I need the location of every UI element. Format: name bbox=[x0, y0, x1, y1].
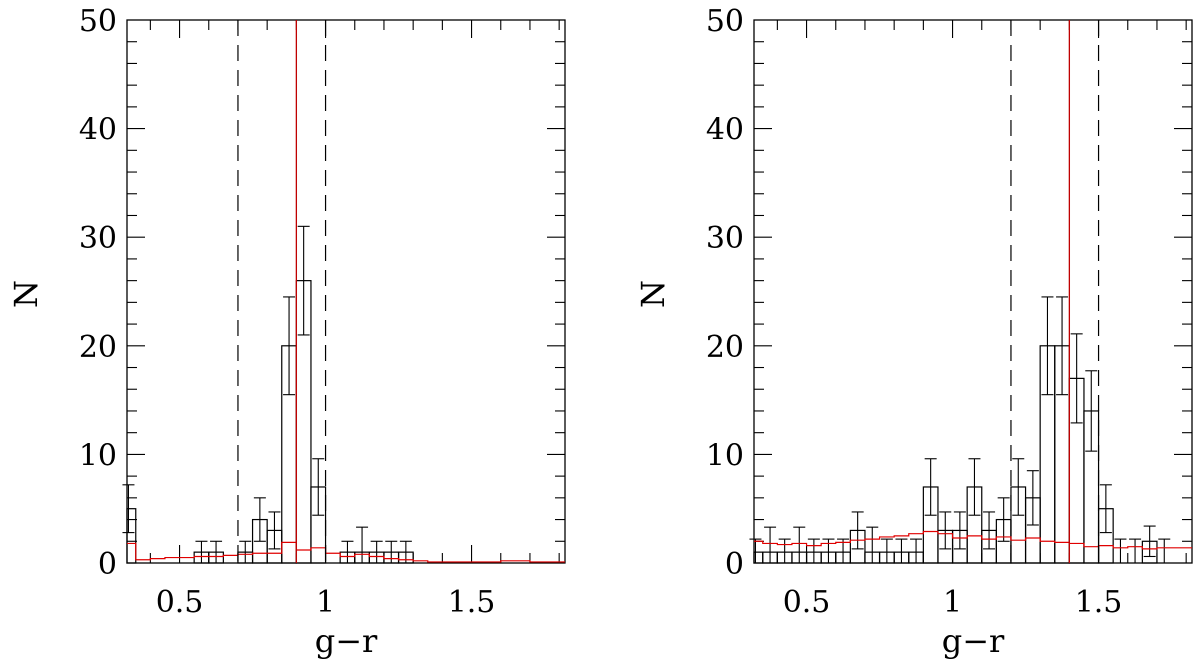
plot-frame bbox=[753, 19, 1193, 564]
x-axis-label: g−r bbox=[315, 622, 378, 660]
x-tick-label: 1 bbox=[943, 585, 962, 620]
background-distribution-line bbox=[754, 530, 1192, 550]
x-tick-label: 0.5 bbox=[783, 585, 831, 620]
left-histogram-panel: 0.5 1 1.5 0 10 20 30 40 50 g−r N bbox=[7, 4, 566, 660]
x-tick-label: 1 bbox=[316, 585, 335, 620]
x-tick-label: 1.5 bbox=[448, 585, 496, 620]
plot-frame bbox=[126, 19, 566, 564]
y-tick-label: 0 bbox=[98, 547, 117, 582]
x-axis-label: g−r bbox=[942, 622, 1005, 660]
x-tick-label: 0.5 bbox=[156, 585, 204, 620]
y-tick-label: 20 bbox=[79, 330, 117, 365]
right-histogram-panel: 0.5 1 1.5 0 10 20 30 40 50 g−r N bbox=[634, 4, 1193, 660]
y-tick-label: 40 bbox=[706, 113, 744, 148]
x-tick-label: 1.5 bbox=[1075, 585, 1123, 620]
histogram-bar bbox=[126, 508, 137, 564]
y-tick-label: 40 bbox=[79, 113, 117, 148]
y-tick-label: 50 bbox=[79, 4, 117, 39]
y-tick-label: 20 bbox=[706, 330, 744, 365]
y-tick-label: 30 bbox=[706, 221, 744, 256]
y-tick-label: 30 bbox=[79, 221, 117, 256]
y-axis-label: N bbox=[634, 280, 672, 308]
y-tick-label: 0 bbox=[725, 547, 744, 582]
y-tick-label: 50 bbox=[706, 4, 744, 39]
y-axis-label: N bbox=[7, 280, 45, 308]
y-tick-label: 10 bbox=[706, 438, 744, 473]
y-tick-label: 10 bbox=[79, 438, 117, 473]
